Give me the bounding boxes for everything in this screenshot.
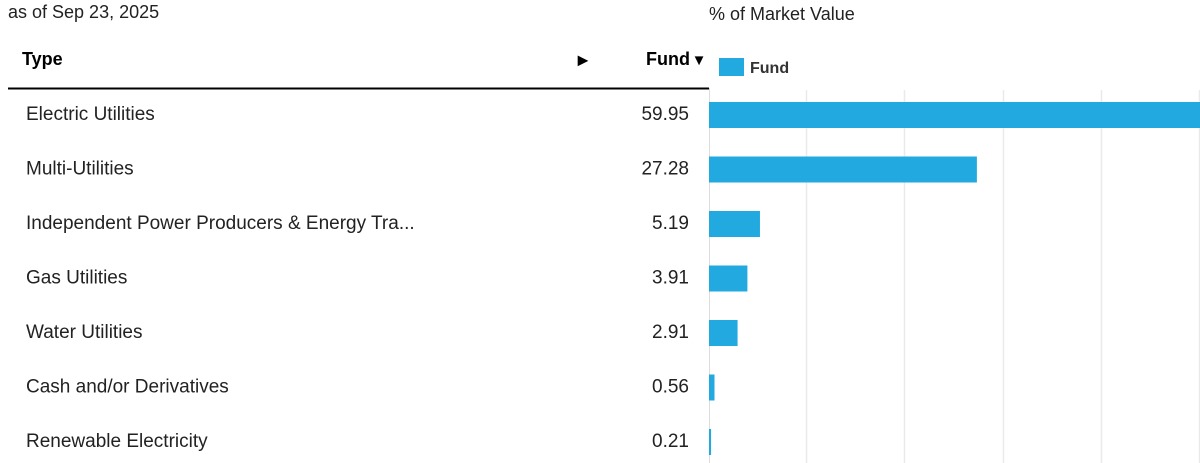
type-name: Multi-Utilities	[26, 159, 134, 180]
grid	[805, 90, 1200, 463]
fund-value: 3.91	[652, 268, 689, 289]
fund-value: 27.28	[641, 159, 689, 180]
fund-header[interactable]: Fund	[646, 49, 690, 69]
type-name: Gas Utilities	[26, 268, 127, 289]
fund-value: 0.56	[652, 377, 689, 398]
legend: Fund	[719, 58, 789, 77]
bar	[709, 265, 748, 292]
type-name: Renewable Electricity	[26, 431, 208, 452]
sort-icon[interactable]: ▼	[692, 52, 707, 69]
bar	[709, 102, 1200, 128]
type-name: Electric Utilities	[26, 104, 155, 125]
fund-value: 0.21	[652, 431, 689, 452]
fund-value: 2.91	[652, 322, 689, 343]
fund-value: 59.95	[641, 104, 689, 125]
type-name: Water Utilities	[26, 322, 142, 343]
as-of-date: as of Sep 23, 2025	[8, 2, 159, 22]
legend-label: Fund	[750, 60, 789, 77]
chart-title: % of Market Value	[709, 4, 855, 24]
bars	[709, 102, 1200, 455]
type-name: Independent Power Producers & Energy Tra…	[26, 213, 415, 234]
expand-icon[interactable]: ▶	[578, 52, 589, 68]
fund-value: 5.19	[652, 213, 689, 234]
type-name: Cash and/or Derivatives	[26, 377, 229, 398]
bar	[709, 320, 738, 346]
rows: Electric Utilities 59.95 Multi-Utilities 27…	[26, 104, 689, 452]
legend-swatch	[719, 58, 744, 76]
bar	[709, 429, 712, 455]
bar	[709, 156, 977, 183]
bar	[709, 211, 760, 237]
type-header[interactable]: Type	[22, 49, 63, 69]
bar	[709, 374, 715, 401]
